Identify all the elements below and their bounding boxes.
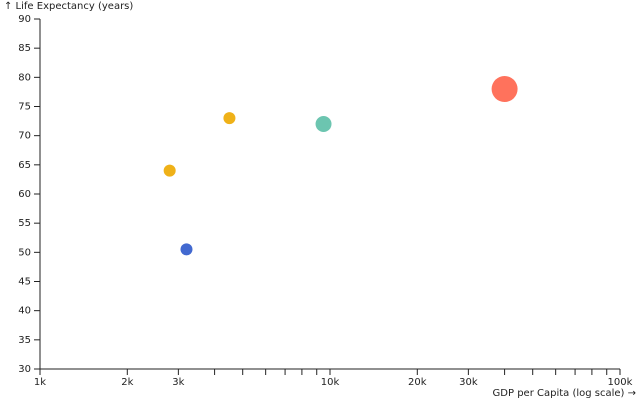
x-tick-label: 20k	[408, 377, 427, 388]
x-axis-label: GDP per Capita (log scale) →	[493, 388, 636, 399]
y-tick-label: 85	[18, 43, 31, 54]
bubble	[163, 164, 176, 177]
y-tick-label: 65	[18, 160, 31, 171]
bubble	[491, 76, 518, 102]
y-tick-label: 70	[18, 131, 31, 142]
bubble	[315, 116, 332, 132]
x-tick-label: 3k	[172, 377, 184, 388]
x-tick-label: 100k	[608, 377, 633, 388]
y-tick-label: 35	[18, 335, 31, 346]
y-tick-label: 60	[18, 189, 31, 200]
y-tick-label: 40	[18, 306, 31, 317]
y-tick-label: 80	[18, 72, 31, 83]
y-tick-label: 30	[18, 364, 31, 375]
x-tick-label: 2k	[121, 377, 133, 388]
y-tick-label: 45	[18, 277, 31, 288]
y-tick-label: 90	[18, 14, 31, 25]
x-tick-label: 30k	[459, 377, 478, 388]
x-tick-label: 1k	[34, 377, 46, 388]
bubble	[223, 112, 236, 125]
y-tick-label: 50	[18, 247, 31, 258]
y-tick-label: 75	[18, 102, 31, 113]
y-tick-label: 55	[18, 218, 31, 229]
bubble	[180, 243, 193, 256]
y-axis-label: ↑ Life Expectancy (years)	[4, 1, 133, 12]
x-tick-label: 10k	[321, 377, 340, 388]
